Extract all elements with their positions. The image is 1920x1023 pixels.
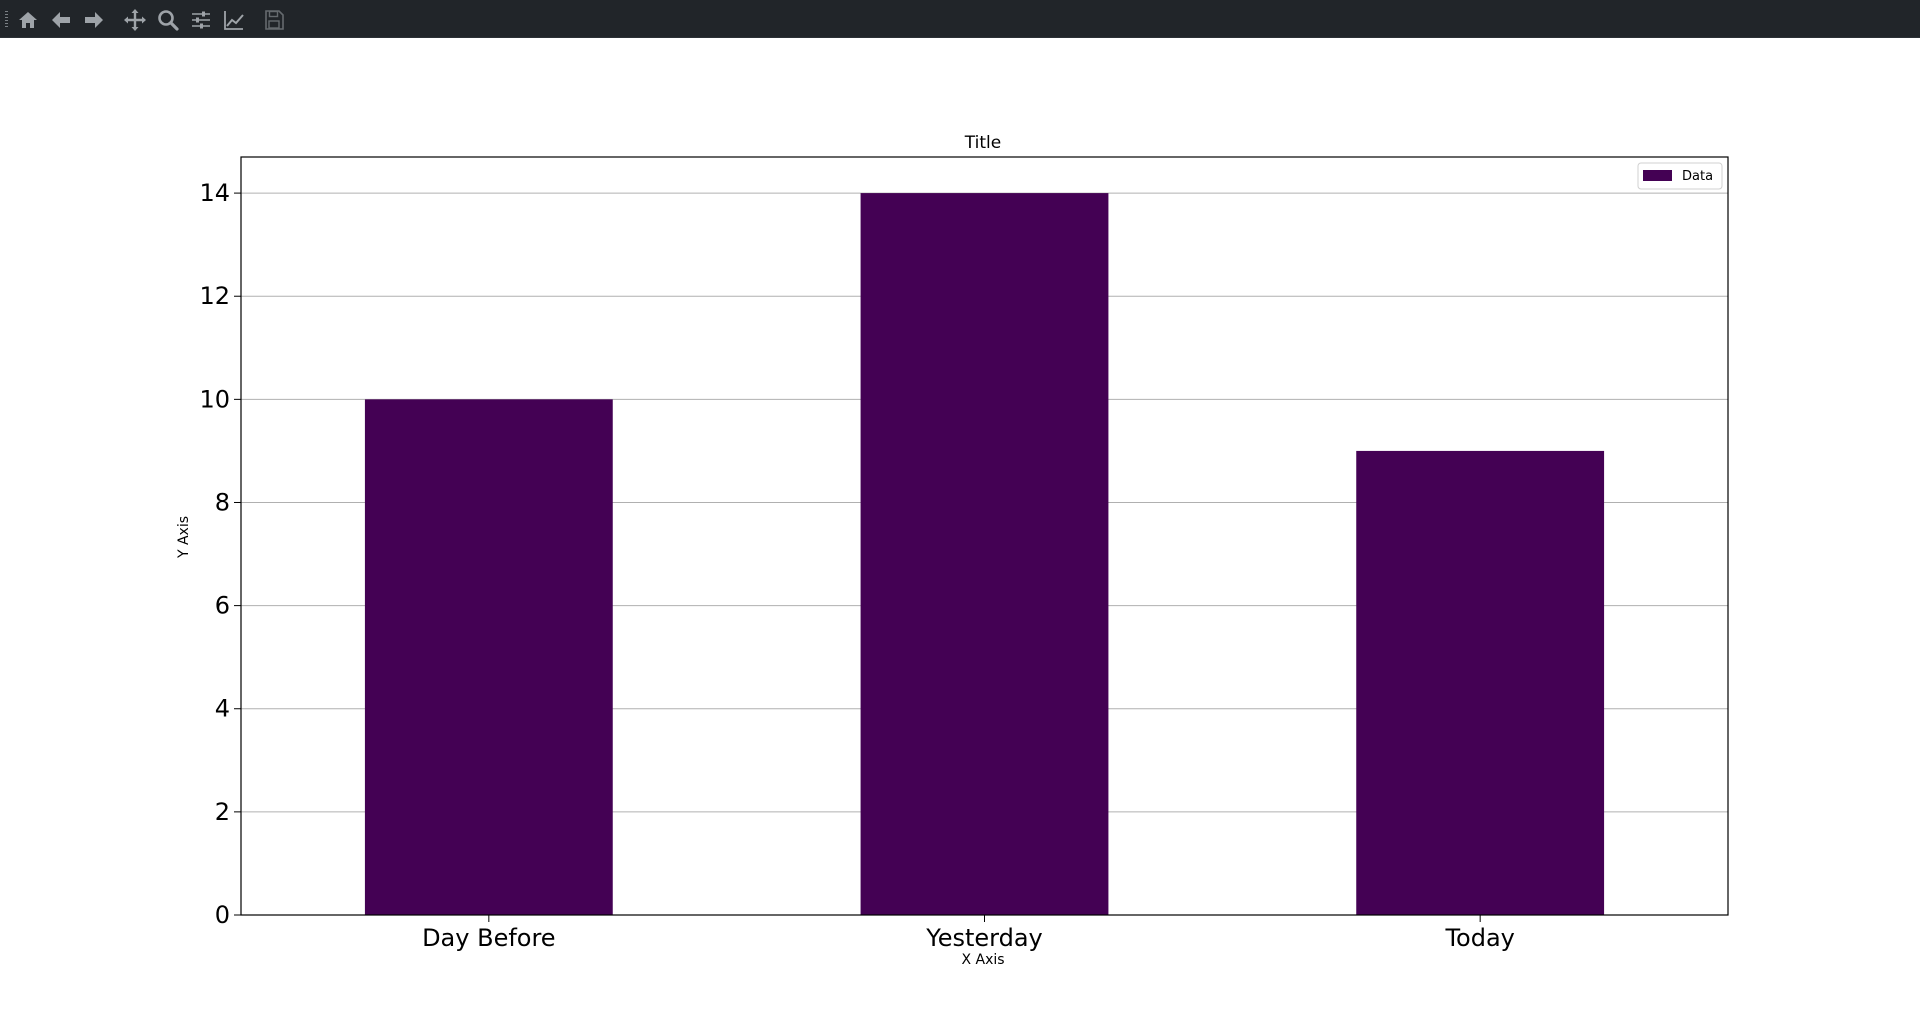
magnifier-icon <box>158 10 179 31</box>
y-tick-label: 12 <box>199 282 230 310</box>
bars <box>364 193 1605 916</box>
y-tick-label: 10 <box>199 385 230 413</box>
figure-canvas[interactable]: 0 2 4 6 8 10 12 14 Day Before Yesterday Today Tit… <box>0 38 1920 1023</box>
sliders-icon <box>192 11 210 29</box>
line-chart-icon <box>224 11 244 30</box>
y-tick-label: 14 <box>199 179 230 207</box>
edit-axis-button[interactable] <box>220 6 248 34</box>
legend-label: Data <box>1682 169 1713 184</box>
configure-subplots-button[interactable] <box>187 6 215 34</box>
navigation-toolbar <box>0 0 1920 38</box>
legend-swatch <box>1643 170 1672 181</box>
bar-chart: 0 2 4 6 8 10 12 14 Day Before Yesterday Today Tit… <box>176 133 1729 968</box>
pan-button[interactable] <box>121 6 149 34</box>
y-tick-label: 2 <box>215 798 230 826</box>
y-tick-label: 6 <box>215 592 230 620</box>
home-button[interactable] <box>14 6 42 34</box>
back-button[interactable] <box>47 6 75 34</box>
forward-button[interactable] <box>80 6 108 34</box>
y-tick-label: 8 <box>215 488 230 516</box>
x-tick-label: Today <box>1444 924 1514 952</box>
arrow-left-icon <box>52 12 70 28</box>
arrow-right-icon <box>85 12 103 28</box>
legend: Data <box>1637 162 1723 190</box>
bar-day-before <box>364 399 613 915</box>
x-tick-label: Yesterday <box>925 924 1043 952</box>
x-axis-title: X Axis <box>961 952 1004 968</box>
y-tick-label: 0 <box>215 901 230 929</box>
toolbar-grip-handle[interactable] <box>5 11 8 29</box>
save-button[interactable] <box>260 6 288 34</box>
bar-yesterday <box>860 193 1109 916</box>
move-icon <box>124 9 146 31</box>
floppy-disk-icon <box>265 10 284 30</box>
chart-title: Title <box>964 133 1001 153</box>
bar-today <box>1356 450 1605 915</box>
zoom-button[interactable] <box>154 6 182 34</box>
x-ticks: Day Before Yesterday Today <box>422 915 1515 952</box>
x-tick-label: Day Before <box>422 924 556 952</box>
home-icon <box>19 12 37 28</box>
y-tick-label: 4 <box>215 695 230 723</box>
y-axis-title: Y Axis <box>176 516 192 559</box>
y-ticks: 0 2 4 6 8 10 12 14 <box>199 179 241 929</box>
legend-frame <box>1637 162 1723 190</box>
